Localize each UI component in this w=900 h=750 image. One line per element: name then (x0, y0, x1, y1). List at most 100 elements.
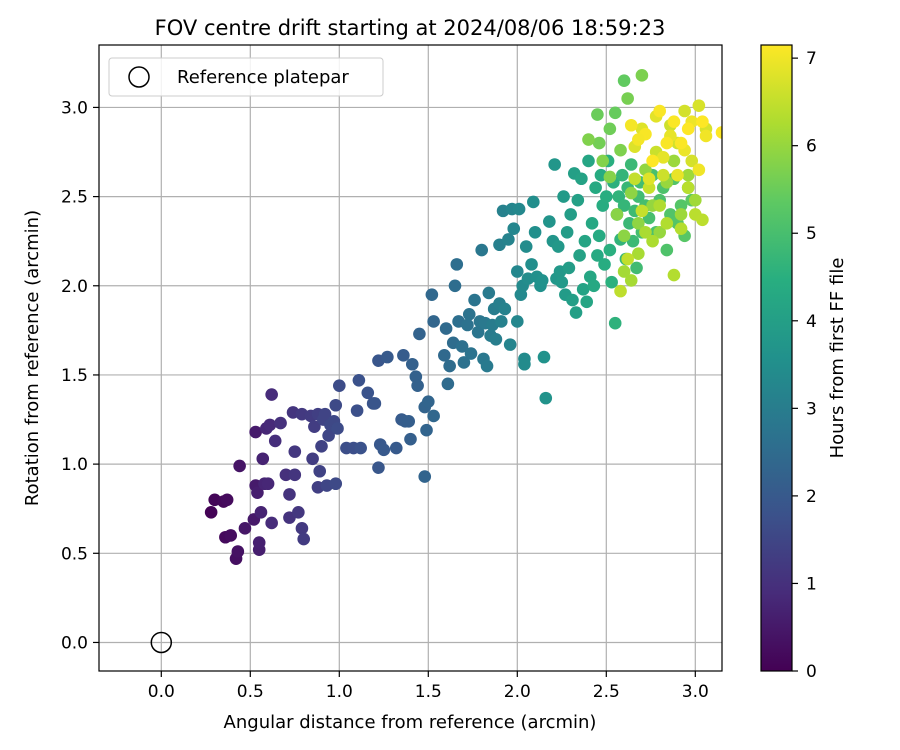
scatter-point (624, 186, 638, 200)
x-tick-label: 1.5 (415, 682, 442, 702)
y-tick-label: 1.0 (61, 455, 88, 475)
scatter-point (575, 172, 588, 186)
scatter-point (624, 274, 638, 287)
scatter-point (427, 409, 440, 423)
x-tick-label: 1.0 (326, 682, 353, 702)
scatter-point (692, 163, 706, 177)
scatter-point (621, 92, 634, 105)
scatter-point (450, 258, 464, 271)
scatter-point (681, 181, 695, 194)
chart-title: FOV centre drift starting at 2024/08/06 … (155, 16, 666, 40)
scatter-point (642, 172, 656, 186)
scatter-point (404, 432, 417, 446)
scatter-point (621, 252, 634, 266)
scatter-point (420, 423, 433, 437)
scatter-point (667, 115, 681, 128)
colorbar-tick-label: 2 (806, 487, 817, 507)
scatter-point (254, 505, 268, 519)
scatter-point (585, 217, 599, 230)
scatter-point (292, 505, 305, 519)
scatter-point (614, 284, 627, 298)
x-tick-label: 2.5 (593, 682, 620, 702)
scatter-point (656, 151, 670, 164)
scatter-point (589, 181, 602, 194)
scatter-point (468, 293, 481, 307)
y-axis-ticks: 0.0 0.5 1.0 1.5 2.0 2.5 3.0 (61, 98, 99, 653)
scatter-point (274, 416, 287, 430)
scatter-point (557, 190, 570, 203)
scatter-point (699, 129, 713, 143)
colorbar-tick-label: 0 (806, 662, 817, 682)
scatter-point (656, 168, 670, 182)
scatter-point (582, 154, 595, 168)
scatter-point (681, 168, 695, 182)
scatter-point (306, 452, 319, 466)
y-tick-label: 3.0 (61, 98, 88, 118)
scatter-point (610, 208, 624, 221)
scatter-point (313, 464, 327, 478)
scatter-point (587, 279, 601, 293)
scatter-point (603, 243, 617, 257)
scatter-point (562, 261, 576, 275)
scatter-point (564, 208, 577, 221)
scatter-point (397, 349, 410, 362)
scatter-point (308, 420, 321, 433)
scatter-point (628, 172, 642, 186)
scatter-point (660, 136, 674, 150)
scatter-point (681, 122, 695, 136)
scatter-point (624, 158, 638, 171)
scatter-point (525, 258, 538, 271)
scatter-point (503, 338, 517, 351)
scatter-point (632, 133, 645, 146)
scatter-point (537, 350, 551, 364)
colorbar-tick-label: 4 (806, 312, 817, 332)
scatter-point (502, 233, 515, 246)
scatter-point (512, 202, 526, 216)
scatter-point (605, 275, 618, 289)
scatter-point (329, 477, 343, 491)
scatter-point (576, 283, 590, 296)
scatter-point (674, 199, 688, 212)
scatter-point (548, 158, 561, 171)
scatter-point (438, 349, 451, 362)
scatter-point (527, 195, 540, 209)
colorbar-tick-label: 5 (806, 224, 817, 244)
scatter-point (671, 168, 684, 182)
scatter-point (204, 505, 218, 519)
scatter-point (265, 388, 278, 401)
y-tick-label: 1.5 (61, 366, 88, 386)
scatter-point (455, 340, 469, 353)
scatter-point (425, 288, 439, 301)
scatter-point (667, 154, 681, 168)
scatter-point (592, 229, 606, 243)
colorbar-tick-label: 1 (806, 574, 817, 594)
scatter-point (674, 136, 688, 150)
scatter-point (498, 302, 512, 316)
scatter-point (518, 357, 531, 371)
scatter-point (623, 217, 636, 230)
scatter-point (660, 243, 674, 257)
scatter-point (422, 395, 435, 408)
scatter-point (551, 240, 565, 253)
colorbar-gradient (760, 44, 793, 672)
scatter-point (603, 122, 617, 136)
scatter-point (265, 516, 278, 530)
scatter-point (578, 234, 592, 248)
scatter-point (592, 136, 606, 150)
y-axis-label: Rotation from reference (arcmin) (22, 210, 43, 506)
scatter-point (252, 536, 266, 549)
scatter-point (295, 522, 309, 535)
scatter-point (617, 74, 631, 87)
colorbar-tick-label: 6 (806, 137, 817, 157)
scatter-point (600, 190, 613, 203)
scatter-point (448, 279, 462, 293)
scatter-point (635, 204, 649, 218)
scatter-point (368, 397, 382, 410)
scatter-point (377, 443, 391, 457)
scatter-point (642, 181, 656, 194)
scatter-point (560, 225, 574, 239)
scatter-point (660, 217, 674, 230)
scatter-point (494, 315, 508, 328)
scatter-point (573, 249, 586, 262)
scatter-point (569, 306, 583, 319)
